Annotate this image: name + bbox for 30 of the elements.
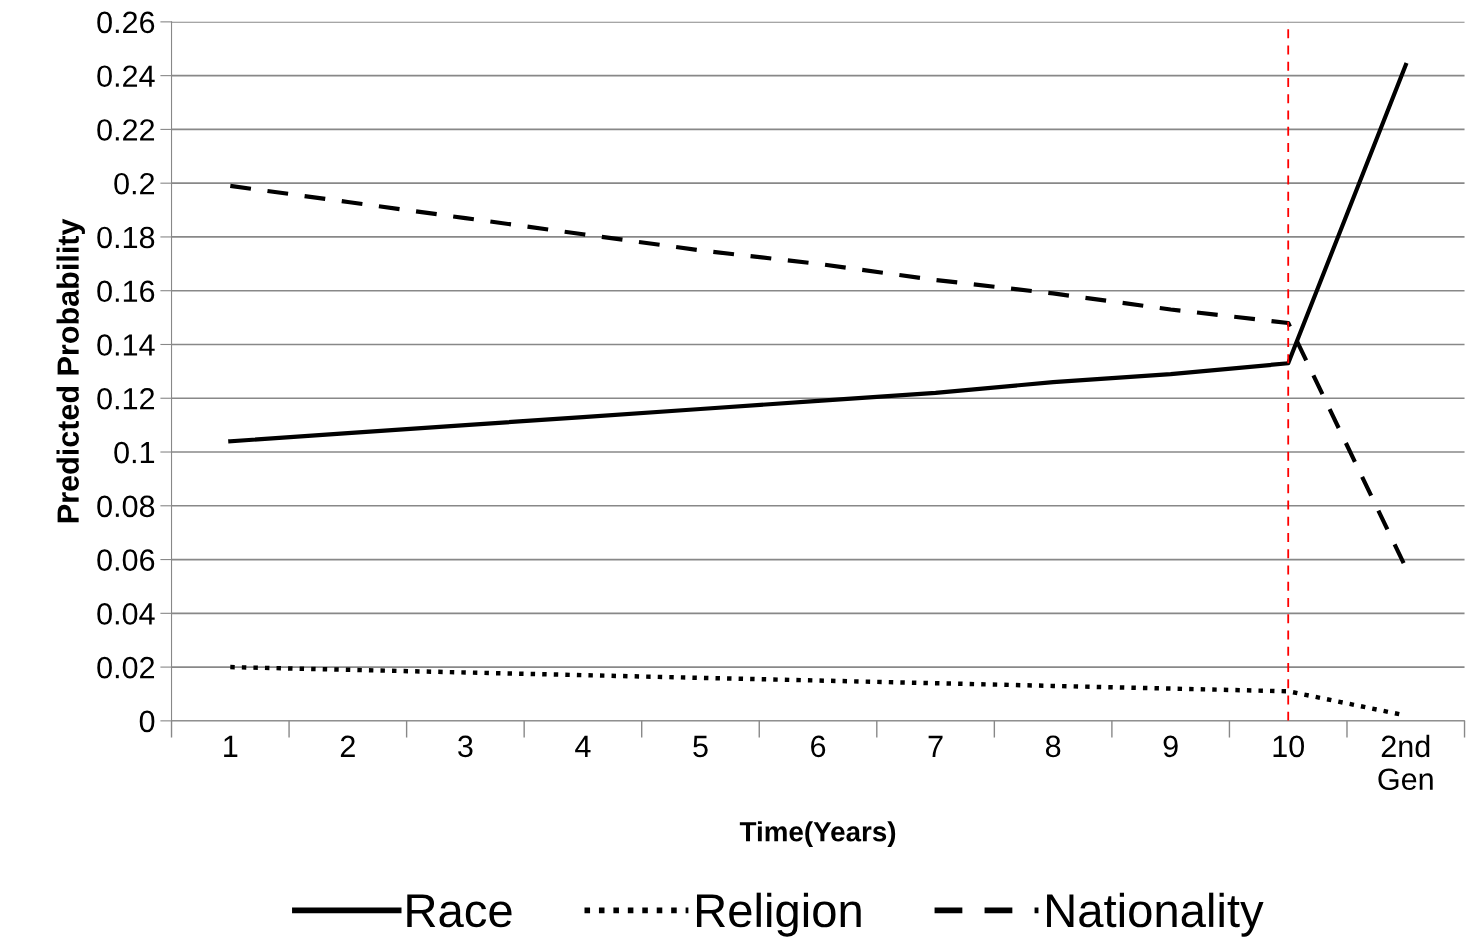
y-tick-label: 0.22	[97, 119, 155, 141]
x-axis-title: Time(Years)	[739, 821, 896, 848]
y-tick-label: 0.14	[97, 334, 155, 356]
x-tick-label: 2	[340, 735, 355, 757]
legend-label: Race	[407, 894, 512, 928]
x-tick-label: 7	[928, 735, 943, 757]
legend-label: Nationality	[1047, 892, 1264, 937]
y-axis-title: Predicted Probability	[56, 218, 85, 523]
y-tick-label: 0.18	[97, 226, 155, 249]
x-tick-label: 4	[575, 735, 591, 757]
y-tick-label: 0.2	[114, 172, 155, 195]
x-tick-label: 5	[693, 735, 708, 758]
y-tick-label: 0.02	[97, 656, 155, 679]
legend-label: Religion	[696, 892, 861, 937]
y-tick-label: 0.26	[97, 11, 155, 34]
y-tick-label: 0.08	[97, 495, 155, 518]
y-tick-label: 0.12	[97, 387, 155, 410]
y-tick-label: 0.04	[97, 603, 155, 625]
x-tick-label: 9	[1163, 735, 1178, 758]
x-tick-label: 2nd Gen	[1378, 734, 1433, 791]
y-tick-label: 0.06	[97, 549, 155, 571]
x-tick-label: 10	[1273, 735, 1305, 758]
y-tick-label: 0.24	[97, 65, 155, 88]
y-tick-label: 0.1	[114, 441, 155, 464]
x-tick-label: 3	[458, 735, 473, 758]
x-tick-label: 1	[224, 735, 238, 757]
x-tick-label: 6	[811, 735, 826, 758]
y-tick-label: 0.16	[97, 280, 155, 303]
y-tick-label: 0	[139, 710, 155, 733]
x-tick-label: 8	[1045, 735, 1061, 758]
